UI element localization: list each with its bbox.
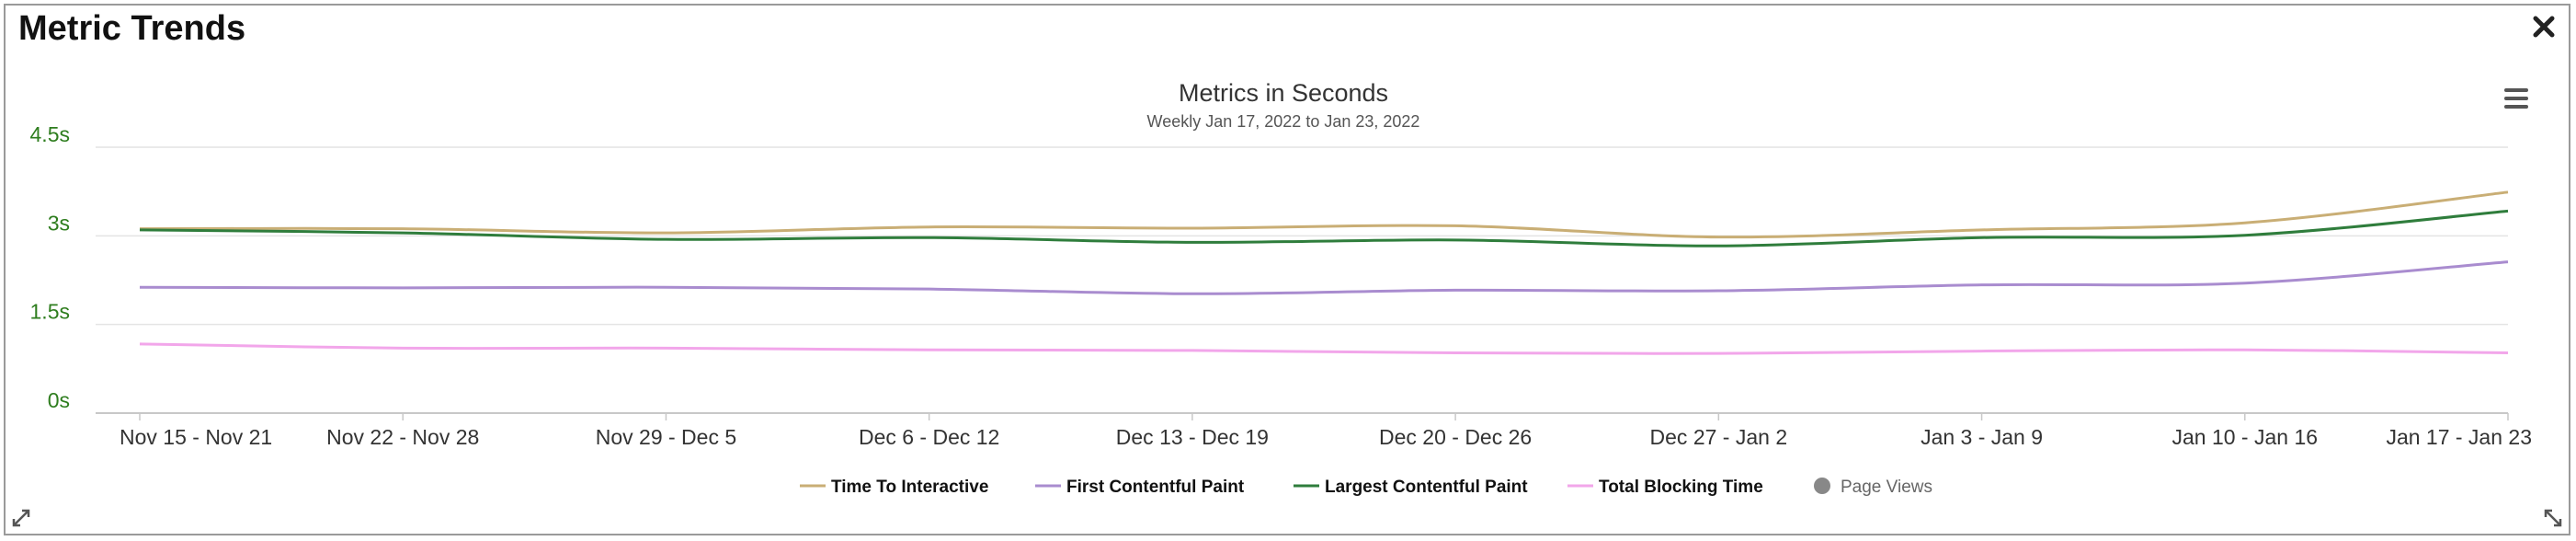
legend-item[interactable]: Largest Contentful Paint xyxy=(1294,478,1528,497)
resize-icon[interactable] xyxy=(11,508,31,528)
series-line-largest-contentful-paint[interactable] xyxy=(139,209,2509,247)
legend-label: Total Blocking Time xyxy=(1599,478,1763,497)
x-tick-label: Dec 13 - Dec 19 xyxy=(1116,425,1269,449)
series-line-time-to-interactive[interactable] xyxy=(139,190,2509,239)
line-chart: Metrics in Seconds Weekly Jan 17, 2022 t… xyxy=(30,79,2532,497)
legend-item[interactable]: First Contentful Paint xyxy=(1035,478,1245,497)
x-tick-label: Nov 22 - Nov 28 xyxy=(326,425,479,449)
legend-label: First Contentful Paint xyxy=(1066,478,1245,497)
legend-label: Largest Contentful Paint xyxy=(1325,478,1528,497)
y-tick-label: 1.5s xyxy=(30,300,70,324)
legend-label: Time To Interactive xyxy=(831,478,988,497)
chart-title: Metrics in Seconds xyxy=(1179,79,1388,107)
legend-swatch xyxy=(1814,478,1830,494)
legend-item[interactable]: Time To Interactive xyxy=(800,478,988,497)
x-tick-label: Nov 29 - Dec 5 xyxy=(596,425,736,449)
legend-item[interactable]: Total Blocking Time xyxy=(1567,478,1763,497)
x-tick-label: Nov 15 - Nov 21 xyxy=(120,425,272,449)
hamburger-menu-icon[interactable] xyxy=(2504,88,2528,109)
metric-trends-panel: Metric Trends Metrics in Seconds Weekly … xyxy=(4,4,2570,535)
x-tick-label: Jan 17 - Jan 23 xyxy=(2386,425,2532,449)
x-tick-label: Jan 10 - Jan 16 xyxy=(2171,425,2318,449)
chart-subtitle: Weekly Jan 17, 2022 to Jan 23, 2022 xyxy=(1147,112,1420,131)
x-tick-label: Dec 27 - Jan 2 xyxy=(1650,425,1788,449)
x-tick-label: Dec 20 - Dec 26 xyxy=(1379,425,1532,449)
panel-title: Metric Trends xyxy=(18,9,246,48)
legend-item[interactable]: Page Views xyxy=(1814,478,1932,497)
y-tick-label: 0s xyxy=(48,388,70,412)
legend-label: Page Views xyxy=(1841,478,1932,497)
x-tick-label: Jan 3 - Jan 9 xyxy=(1921,425,2043,449)
x-tick-label: Dec 6 - Dec 12 xyxy=(859,425,999,449)
resize-icon[interactable] xyxy=(2543,508,2563,528)
series-line-first-contentful-paint[interactable] xyxy=(139,260,2509,295)
y-tick-label: 4.5s xyxy=(30,122,70,146)
y-tick-label: 3s xyxy=(48,211,70,235)
series-line-total-blocking-time[interactable] xyxy=(139,342,2509,355)
close-icon[interactable] xyxy=(2530,13,2558,40)
